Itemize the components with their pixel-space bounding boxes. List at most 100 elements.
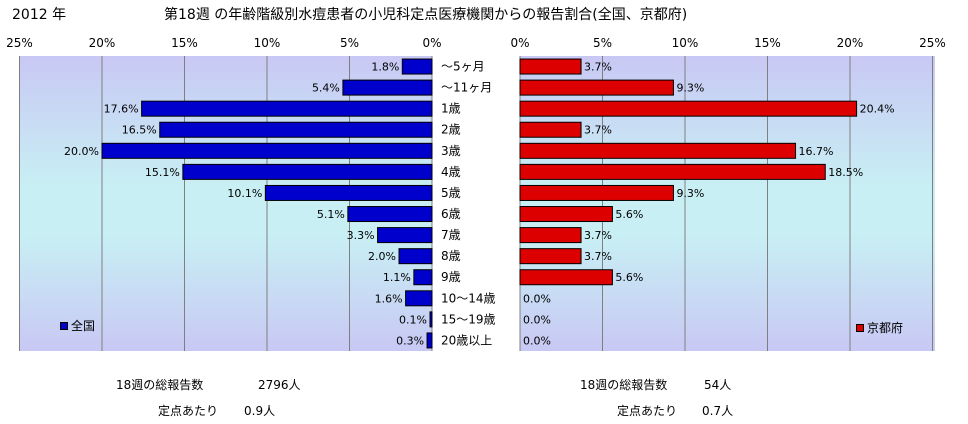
legend-kyoto: 京都府 bbox=[856, 319, 903, 336]
national-per-site-value: 0.9人 bbox=[244, 404, 276, 418]
left-tick-label: 0% bbox=[422, 36, 441, 50]
right-plot-area bbox=[520, 56, 935, 351]
right-tick-label: 15% bbox=[754, 36, 781, 50]
kyoto-data-label: 16.7% bbox=[799, 145, 834, 158]
left-tick-label: 25% bbox=[6, 36, 33, 50]
right-tick-label: 5% bbox=[593, 36, 612, 50]
category-label: 〜11ヶ月 bbox=[441, 81, 492, 95]
kyoto-reports-value: 54人 bbox=[704, 378, 732, 392]
kyoto-data-label: 3.7% bbox=[584, 250, 612, 263]
legend-national: 全国 bbox=[60, 317, 95, 334]
national-bar bbox=[347, 206, 433, 223]
national-bar bbox=[159, 121, 433, 138]
category-label: 20歳以上 bbox=[441, 333, 492, 347]
category-label: 9歳 bbox=[441, 270, 461, 284]
national-bar bbox=[413, 269, 433, 286]
category-label: 6歳 bbox=[441, 207, 461, 221]
kyoto-data-label: 18.5% bbox=[828, 166, 863, 179]
kyoto-data-label: 0.0% bbox=[523, 313, 551, 326]
year-label: 2012 年 bbox=[12, 7, 66, 23]
category-label: 15〜19歳 bbox=[441, 312, 496, 326]
category-label: 10〜14歳 bbox=[441, 291, 496, 305]
left-axis-ticks: 25% 20% 15% 10% 5% 0% bbox=[6, 36, 441, 50]
chart-title: 第18週 の年齢階級別水痘患者の小児科定点医療機関からの報告割合(全国、京都府) bbox=[164, 6, 687, 23]
right-tick-label: 0% bbox=[510, 36, 529, 50]
kyoto-data-label: 3.7% bbox=[584, 61, 612, 74]
national-per-site-label: 定点あたり bbox=[158, 404, 219, 418]
national-bar bbox=[101, 142, 433, 159]
national-bar bbox=[398, 248, 433, 265]
left-tick-label: 10% bbox=[254, 36, 281, 50]
kyoto-bar bbox=[519, 206, 613, 223]
national-reports-label: 18週の総報告数 bbox=[116, 378, 204, 392]
category-label: 1歳 bbox=[441, 102, 461, 116]
left-plot-area bbox=[20, 56, 432, 351]
right-bars: 3.7%9.3%20.4%3.7%16.7%18.5%9.3%5.6%3.7%3… bbox=[519, 58, 895, 347]
kyoto-bar bbox=[519, 248, 582, 265]
national-data-label: 10.1% bbox=[227, 187, 262, 200]
category-label: 3歳 bbox=[441, 144, 461, 158]
kyoto-bar bbox=[519, 163, 826, 180]
national-bar bbox=[426, 332, 433, 349]
kyoto-data-label: 3.7% bbox=[584, 124, 612, 137]
national-data-label: 1.1% bbox=[383, 271, 411, 284]
national-bar bbox=[405, 290, 433, 307]
kyoto-bar bbox=[519, 100, 858, 117]
left-bars: 1.8% 5.4% 17.6% 16.5% 20.0% 15.1% 10.1% 5.1%3.3… bbox=[64, 58, 433, 349]
national-bar bbox=[429, 311, 433, 328]
national-data-label: 3.3% bbox=[347, 229, 375, 242]
kyoto-bar bbox=[519, 121, 582, 138]
left-tick-label: 20% bbox=[89, 36, 116, 50]
national-bar bbox=[342, 79, 433, 96]
category-label: 4歳 bbox=[441, 165, 461, 179]
right-tick-label: 25% bbox=[919, 36, 946, 50]
national-data-label: 15.1% bbox=[145, 166, 180, 179]
national-data-label: 5.4% bbox=[312, 82, 340, 95]
kyoto-bar bbox=[519, 58, 582, 75]
kyoto-data-label: 5.6% bbox=[615, 208, 643, 221]
category-label: 5歳 bbox=[441, 186, 461, 200]
kyoto-bar bbox=[519, 227, 582, 244]
kyoto-per-site-value: 0.7人 bbox=[702, 404, 734, 418]
national-bar bbox=[182, 163, 433, 180]
national-data-label: 1.8% bbox=[371, 61, 399, 74]
legend-swatch-kyoto bbox=[856, 323, 864, 332]
kyoto-reports-label: 18週の総報告数 bbox=[580, 378, 668, 392]
legend-swatch-national bbox=[60, 321, 68, 330]
kyoto-bar bbox=[519, 142, 797, 159]
kyoto-data-label: 3.7% bbox=[584, 229, 612, 242]
national-bar bbox=[264, 184, 433, 201]
national-bar bbox=[401, 58, 433, 75]
kyoto-data-label: 20.4% bbox=[860, 103, 895, 116]
national-data-label: 0.1% bbox=[399, 313, 427, 326]
kyoto-bar bbox=[519, 184, 674, 201]
legend-label-national: 全国 bbox=[71, 319, 96, 333]
category-labels: 〜5ヶ月〜11ヶ月 1歳 2歳 3歳 4歳 5歳 6歳 7歳 8歳 9歳 10〜14歳 15〜19歳 2… bbox=[441, 60, 496, 348]
national-data-label: 2.0% bbox=[368, 250, 396, 263]
right-tick-label: 20% bbox=[837, 36, 864, 50]
national-data-label: 20.0% bbox=[64, 145, 99, 158]
national-bar bbox=[141, 100, 433, 117]
category-label: 8歳 bbox=[441, 249, 461, 263]
national-bar bbox=[377, 227, 433, 244]
legend-label-kyoto: 京都府 bbox=[867, 321, 904, 335]
national-data-label: 16.5% bbox=[122, 124, 157, 137]
national-data-label: 1.6% bbox=[375, 292, 403, 305]
national-data-label: 0.3% bbox=[396, 334, 424, 347]
category-label: 2歳 bbox=[441, 123, 461, 137]
kyoto-data-label: 9.3% bbox=[676, 187, 704, 200]
left-tick-label: 15% bbox=[171, 36, 198, 50]
category-label: 〜5ヶ月 bbox=[441, 60, 485, 74]
national-reports-value: 2796人 bbox=[258, 378, 301, 392]
kyoto-bar bbox=[519, 79, 674, 96]
kyoto-data-label: 0.0% bbox=[523, 292, 551, 305]
national-data-label: 17.6% bbox=[104, 103, 139, 116]
left-tick-label: 5% bbox=[340, 36, 359, 50]
kyoto-bar bbox=[519, 269, 613, 286]
right-axis-ticks: 0% 5% 10% 15% 20% 25% bbox=[510, 36, 945, 50]
national-data-label: 5.1% bbox=[317, 208, 345, 221]
kyoto-data-label: 9.3% bbox=[676, 82, 704, 95]
right-tick-label: 10% bbox=[672, 36, 699, 50]
kyoto-data-label: 5.6% bbox=[615, 271, 643, 284]
